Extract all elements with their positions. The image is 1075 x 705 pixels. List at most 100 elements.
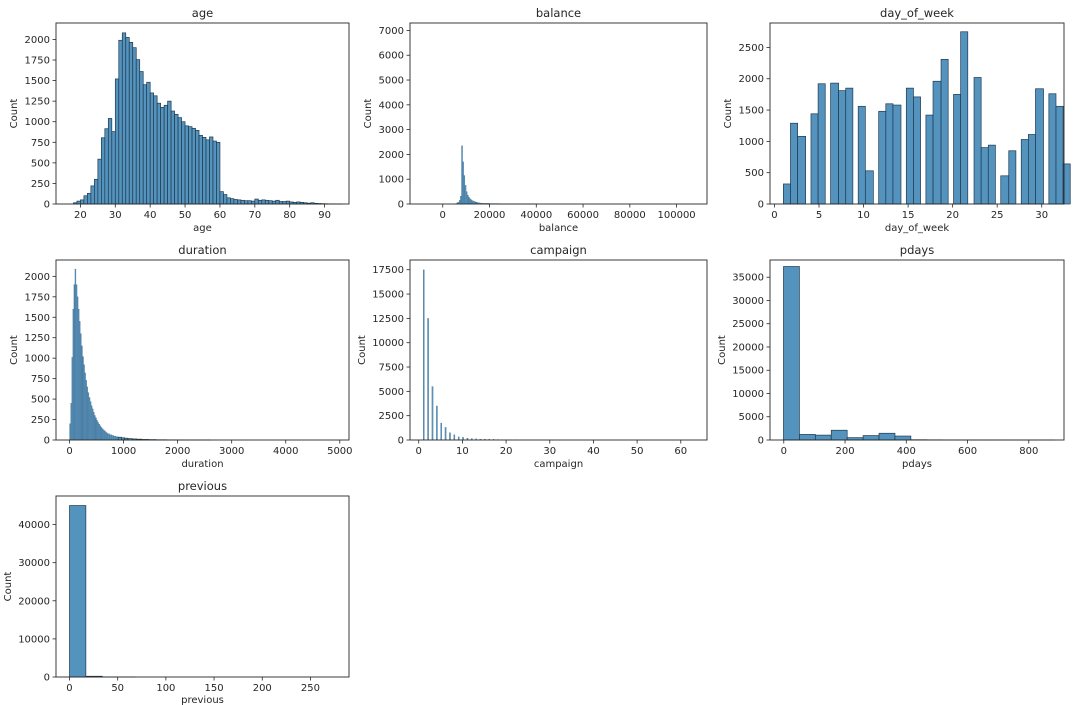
histogram-bar [89, 401, 92, 441]
histogram-bar [142, 84, 148, 205]
y-tick-label: 2000 [379, 150, 404, 161]
histogram-bar [191, 127, 196, 205]
histogram-bar [139, 71, 144, 205]
histogram-bar [128, 41, 134, 205]
histogram-bar [783, 183, 791, 205]
histogram-bar [114, 78, 120, 205]
histogram-bar [118, 39, 123, 205]
histogram-bar [233, 199, 238, 205]
plot-frame [769, 259, 1065, 441]
histogram-bar [146, 81, 151, 205]
histogram-bar [111, 435, 114, 441]
histogram-bar [226, 197, 231, 205]
histogram-bar [167, 100, 172, 205]
histogram-bar [216, 141, 221, 205]
histogram-bar [244, 200, 249, 205]
y-tick-label: 1500 [25, 313, 50, 324]
x-axis-label: duration [181, 459, 223, 470]
histogram-bar [105, 431, 107, 441]
histogram-bar [987, 144, 996, 205]
histogram-bar [87, 192, 92, 205]
histogram-bar [469, 198, 471, 205]
y-tick-label: 15000 [732, 366, 764, 377]
y-tick-label: 12500 [372, 314, 404, 325]
y-tick-label: 500 [31, 158, 50, 169]
histogram-bar [107, 118, 113, 205]
histogram-bar [1048, 93, 1057, 205]
x-tick-label: 60000 [567, 210, 599, 221]
histogram-bar [87, 392, 90, 441]
histogram-bar [212, 140, 217, 205]
histogram-bar [188, 126, 193, 205]
x-tick-label: 30 [543, 446, 556, 457]
histogram-bar [70, 403, 72, 441]
histogram-bar [436, 405, 438, 441]
histogram-bar [449, 432, 451, 441]
histogram-bar [83, 195, 88, 205]
histogram-bar [463, 175, 466, 205]
histogram-bar [799, 434, 816, 441]
histogram-bar [80, 199, 85, 205]
histogram-bar [932, 80, 942, 205]
histogram-bar [247, 200, 252, 205]
y-axis-label: Count [9, 99, 20, 129]
y-tick-label: 10000 [18, 634, 50, 645]
x-tick-label: 0 [771, 210, 777, 221]
x-tick-label: 100 [156, 683, 175, 694]
histogram-bar [810, 113, 819, 205]
histogram-bar [149, 92, 155, 205]
histogram-bar [468, 197, 470, 205]
chart-title: pdays [900, 243, 934, 257]
histogram-bar [99, 425, 101, 441]
x-tick-label: 4000 [273, 446, 298, 457]
histogram-bar [153, 95, 158, 205]
x-tick-label: 20000 [474, 210, 506, 221]
histogram-bar [90, 185, 95, 205]
y-tick-label: 0 [398, 436, 404, 447]
x-tick-label: 5000 [327, 446, 352, 457]
histogram-bar [894, 435, 912, 441]
x-tick-label: 70 [248, 210, 261, 221]
x-tick-label: 30 [109, 210, 122, 221]
x-tick-label: 200 [253, 683, 272, 694]
y-tick-label: 0 [44, 673, 50, 684]
histogram-panel: 0 200 400 600 800 0 5000 10000 15000 20000 25000 30… [717, 243, 1065, 470]
histogram-bar [973, 77, 982, 205]
x-tick-label: 0 [66, 446, 72, 457]
y-tick-label: 2000 [739, 74, 764, 85]
y-tick-label: 7500 [379, 363, 404, 374]
x-tick-label: 20 [500, 446, 513, 457]
y-tick-label: 1750 [25, 292, 50, 303]
x-tick-label: 90 [318, 210, 331, 221]
y-tick-label: 4000 [379, 100, 404, 111]
y-tick-label: 30000 [18, 558, 50, 569]
y-tick-label: 1250 [25, 97, 50, 108]
histogram-bar [471, 200, 474, 205]
histogram-bar [95, 417, 97, 441]
histogram-bar [81, 345, 83, 441]
histogram-bar [96, 420, 98, 441]
histogram-bar [254, 198, 259, 205]
y-tick-label: 750 [31, 138, 50, 149]
histogram-bar [1000, 175, 1010, 205]
histogram-bar [100, 137, 106, 205]
histogram-bar [830, 429, 848, 441]
chart-title: duration [178, 243, 226, 257]
histogram-bar [135, 59, 141, 205]
x-tick-label: 80000 [614, 210, 646, 221]
histogram-panel: 0 10 20 30 40 50 60 0 2500 5000 7500 10000 12500 1500… [357, 243, 708, 470]
y-tick-label: 7000 [379, 26, 404, 37]
x-tick-label: 250 [301, 683, 320, 694]
histogram-panel: 0 50 100 150 200 250 0 10000 20000 30000 40000 prev… [3, 479, 350, 705]
y-tick-label: 10000 [732, 389, 764, 400]
histogram-bar [170, 110, 175, 205]
histogram-bar [125, 37, 130, 205]
histogram-bar [177, 117, 182, 205]
x-axis-label: pdays [902, 459, 932, 470]
x-tick-label: 0 [781, 446, 787, 457]
x-tick-label: 30 [1035, 210, 1048, 221]
y-tick-label: 500 [745, 168, 764, 179]
histogram-bar [77, 296, 79, 441]
histogram-panel: 0 1000 2000 3000 4000 5000 0 250 500 750 1000 1250 1… [9, 243, 352, 470]
histogram-panel: 0 20000 40000 60000 80000 100000 0 1000 2000 3000… [363, 6, 708, 234]
